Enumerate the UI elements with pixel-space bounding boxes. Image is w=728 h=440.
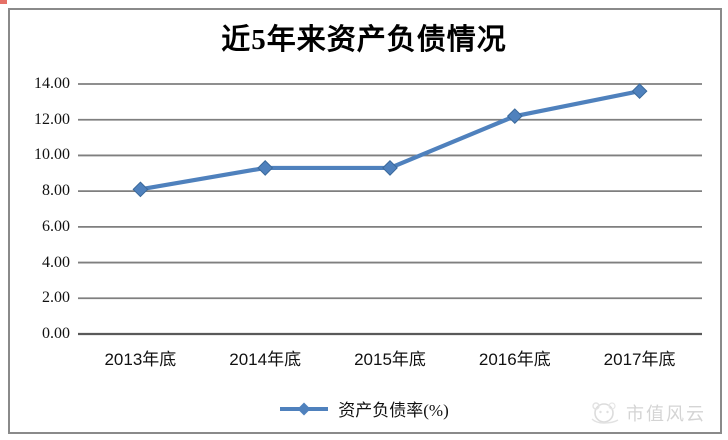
legend-line-diamond-icon xyxy=(279,401,329,417)
chart-title: 近5年来资产负债情况 xyxy=(221,24,507,56)
x-tick-label: 2014年底 xyxy=(229,350,302,369)
y-tick-label: 10.00 xyxy=(34,146,70,164)
legend-label: 资产负债率(%) xyxy=(338,401,449,420)
data-point-marker xyxy=(132,181,149,198)
x-tick-label: 2017年底 xyxy=(603,350,676,369)
red-corner-mark xyxy=(0,0,7,4)
legend: 资产负债率(%) xyxy=(0,396,728,421)
y-tick-label: 8.00 xyxy=(42,182,70,200)
y-tick-label: 12.00 xyxy=(34,110,70,128)
x-tick-label: 2016年底 xyxy=(478,350,551,369)
data-point-marker xyxy=(382,160,398,176)
y-tick-label: 0.00 xyxy=(42,325,70,342)
data-point-marker xyxy=(631,83,648,100)
x-tick-label: 2013年底 xyxy=(104,350,177,369)
watermark-text: 市值风云 xyxy=(626,404,706,424)
y-tick-label: 2.00 xyxy=(42,289,70,307)
chart-frame xyxy=(8,8,722,434)
data-point-marker xyxy=(257,160,274,176)
data-point-marker xyxy=(506,108,523,125)
y-tick-label: 6.00 xyxy=(42,217,70,235)
panda-cloud-logo-icon xyxy=(586,399,620,427)
plot-area xyxy=(78,83,702,336)
watermark: 市值风云 xyxy=(586,399,706,427)
x-tick-label: 2015年底 xyxy=(354,350,426,369)
y-tick-label: 14.00 xyxy=(34,75,70,92)
y-tick-label: 4.00 xyxy=(42,253,70,271)
